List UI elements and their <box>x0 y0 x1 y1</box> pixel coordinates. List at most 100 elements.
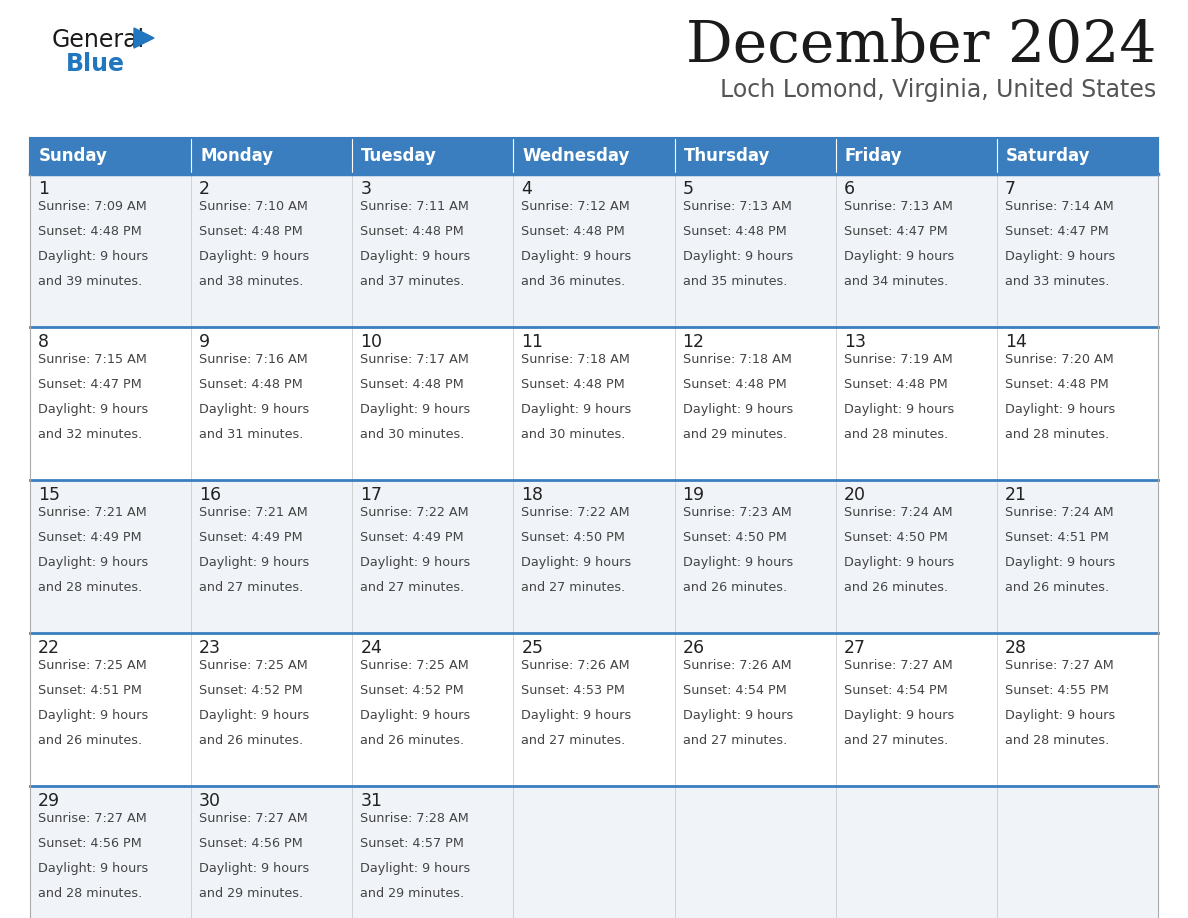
Text: Sunset: 4:48 PM: Sunset: 4:48 PM <box>38 225 141 238</box>
Text: Sunset: 4:48 PM: Sunset: 4:48 PM <box>200 225 303 238</box>
Text: and 31 minutes.: and 31 minutes. <box>200 428 303 441</box>
Text: Daylight: 9 hours: Daylight: 9 hours <box>200 403 309 416</box>
Text: Sunrise: 7:17 AM: Sunrise: 7:17 AM <box>360 353 469 366</box>
Text: Sunrise: 7:25 AM: Sunrise: 7:25 AM <box>360 659 469 672</box>
Text: Sunrise: 7:19 AM: Sunrise: 7:19 AM <box>843 353 953 366</box>
Text: Sunset: 4:56 PM: Sunset: 4:56 PM <box>200 837 303 850</box>
Text: Sunrise: 7:27 AM: Sunrise: 7:27 AM <box>200 812 308 825</box>
Bar <box>30 174 1158 327</box>
Text: Saturday: Saturday <box>1006 147 1091 165</box>
Text: Sunset: 4:50 PM: Sunset: 4:50 PM <box>683 531 786 544</box>
Text: 3: 3 <box>360 180 372 198</box>
Text: and 27 minutes.: and 27 minutes. <box>522 734 626 747</box>
Text: 5: 5 <box>683 180 694 198</box>
Text: Daylight: 9 hours: Daylight: 9 hours <box>843 403 954 416</box>
Text: 12: 12 <box>683 333 704 351</box>
Text: and 28 minutes.: and 28 minutes. <box>1005 428 1110 441</box>
Text: Sunset: 4:52 PM: Sunset: 4:52 PM <box>360 684 465 697</box>
Text: Sunrise: 7:21 AM: Sunrise: 7:21 AM <box>38 506 147 519</box>
Text: Daylight: 9 hours: Daylight: 9 hours <box>683 403 792 416</box>
Text: Daylight: 9 hours: Daylight: 9 hours <box>1005 709 1116 722</box>
Text: and 30 minutes.: and 30 minutes. <box>360 428 465 441</box>
Text: Daylight: 9 hours: Daylight: 9 hours <box>360 556 470 569</box>
Text: Sunrise: 7:16 AM: Sunrise: 7:16 AM <box>200 353 308 366</box>
Text: 23: 23 <box>200 639 221 657</box>
Text: and 26 minutes.: and 26 minutes. <box>1005 581 1108 594</box>
Text: December 2024: December 2024 <box>685 18 1156 74</box>
Text: and 29 minutes.: and 29 minutes. <box>200 887 303 900</box>
Text: 7: 7 <box>1005 180 1016 198</box>
Text: Daylight: 9 hours: Daylight: 9 hours <box>683 556 792 569</box>
Text: Daylight: 9 hours: Daylight: 9 hours <box>38 862 148 875</box>
Text: Sunset: 4:48 PM: Sunset: 4:48 PM <box>843 378 948 391</box>
Text: 19: 19 <box>683 486 704 504</box>
Text: and 29 minutes.: and 29 minutes. <box>683 428 786 441</box>
Bar <box>997 138 1158 174</box>
Text: Sunday: Sunday <box>39 147 108 165</box>
Text: Sunset: 4:48 PM: Sunset: 4:48 PM <box>522 225 625 238</box>
Text: Sunrise: 7:12 AM: Sunrise: 7:12 AM <box>522 200 630 213</box>
Text: 2: 2 <box>200 180 210 198</box>
Text: Sunset: 4:52 PM: Sunset: 4:52 PM <box>200 684 303 697</box>
Text: Sunset: 4:51 PM: Sunset: 4:51 PM <box>1005 531 1108 544</box>
Text: Loch Lomond, Virginia, United States: Loch Lomond, Virginia, United States <box>720 78 1156 102</box>
Text: Daylight: 9 hours: Daylight: 9 hours <box>38 556 148 569</box>
Text: Sunset: 4:48 PM: Sunset: 4:48 PM <box>683 225 786 238</box>
Text: and 30 minutes.: and 30 minutes. <box>522 428 626 441</box>
Bar <box>30 786 1158 918</box>
Bar <box>513 138 675 174</box>
Text: Sunset: 4:47 PM: Sunset: 4:47 PM <box>1005 225 1108 238</box>
Text: 30: 30 <box>200 792 221 810</box>
Text: Sunset: 4:50 PM: Sunset: 4:50 PM <box>843 531 948 544</box>
Text: and 28 minutes.: and 28 minutes. <box>843 428 948 441</box>
Bar <box>30 480 1158 633</box>
Text: and 27 minutes.: and 27 minutes. <box>522 581 626 594</box>
Text: Sunrise: 7:23 AM: Sunrise: 7:23 AM <box>683 506 791 519</box>
Text: Daylight: 9 hours: Daylight: 9 hours <box>683 250 792 263</box>
Text: and 27 minutes.: and 27 minutes. <box>683 734 786 747</box>
Text: 18: 18 <box>522 486 543 504</box>
Text: and 26 minutes.: and 26 minutes. <box>843 581 948 594</box>
Text: Daylight: 9 hours: Daylight: 9 hours <box>38 250 148 263</box>
Text: Daylight: 9 hours: Daylight: 9 hours <box>360 250 470 263</box>
Text: Thursday: Thursday <box>683 147 770 165</box>
Text: Daylight: 9 hours: Daylight: 9 hours <box>522 556 632 569</box>
Text: Wednesday: Wednesday <box>523 147 630 165</box>
Text: 26: 26 <box>683 639 704 657</box>
Text: 14: 14 <box>1005 333 1026 351</box>
Text: Sunset: 4:54 PM: Sunset: 4:54 PM <box>843 684 948 697</box>
Text: Blue: Blue <box>67 52 125 76</box>
Text: Daylight: 9 hours: Daylight: 9 hours <box>522 709 632 722</box>
Text: Sunrise: 7:27 AM: Sunrise: 7:27 AM <box>1005 659 1113 672</box>
Bar <box>835 138 997 174</box>
Text: Sunrise: 7:21 AM: Sunrise: 7:21 AM <box>200 506 308 519</box>
Text: Daylight: 9 hours: Daylight: 9 hours <box>200 250 309 263</box>
Text: 31: 31 <box>360 792 383 810</box>
Text: and 32 minutes.: and 32 minutes. <box>38 428 143 441</box>
Text: 6: 6 <box>843 180 855 198</box>
Text: and 28 minutes.: and 28 minutes. <box>38 581 143 594</box>
Text: Sunset: 4:49 PM: Sunset: 4:49 PM <box>200 531 303 544</box>
Text: Sunset: 4:57 PM: Sunset: 4:57 PM <box>360 837 465 850</box>
Text: 24: 24 <box>360 639 383 657</box>
Text: Sunset: 4:48 PM: Sunset: 4:48 PM <box>1005 378 1108 391</box>
Text: Sunset: 4:56 PM: Sunset: 4:56 PM <box>38 837 141 850</box>
Text: and 27 minutes.: and 27 minutes. <box>200 581 303 594</box>
Text: and 39 minutes.: and 39 minutes. <box>38 275 143 288</box>
Text: and 37 minutes.: and 37 minutes. <box>360 275 465 288</box>
Text: Sunset: 4:47 PM: Sunset: 4:47 PM <box>38 378 141 391</box>
Text: and 34 minutes.: and 34 minutes. <box>843 275 948 288</box>
Text: 21: 21 <box>1005 486 1026 504</box>
Text: Sunset: 4:47 PM: Sunset: 4:47 PM <box>843 225 948 238</box>
Text: 13: 13 <box>843 333 866 351</box>
Text: Daylight: 9 hours: Daylight: 9 hours <box>38 709 148 722</box>
Text: Sunrise: 7:26 AM: Sunrise: 7:26 AM <box>522 659 630 672</box>
Text: and 26 minutes.: and 26 minutes. <box>360 734 465 747</box>
Text: 15: 15 <box>38 486 61 504</box>
Text: Sunrise: 7:11 AM: Sunrise: 7:11 AM <box>360 200 469 213</box>
Text: Daylight: 9 hours: Daylight: 9 hours <box>360 862 470 875</box>
Text: 27: 27 <box>843 639 866 657</box>
Text: 10: 10 <box>360 333 383 351</box>
Text: Daylight: 9 hours: Daylight: 9 hours <box>843 709 954 722</box>
Text: Sunset: 4:48 PM: Sunset: 4:48 PM <box>360 378 465 391</box>
